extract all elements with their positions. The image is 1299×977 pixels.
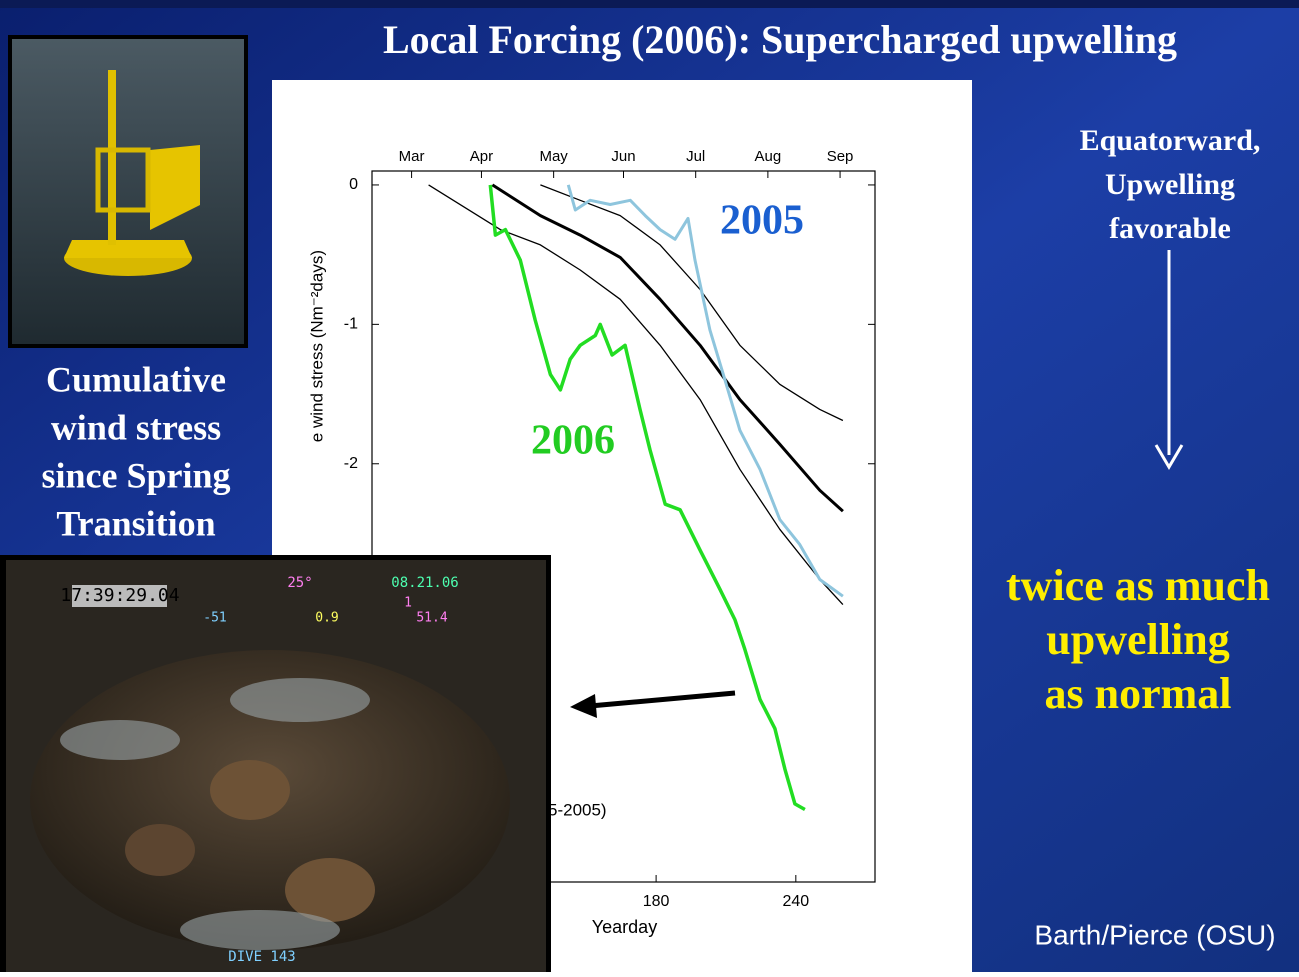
series-line bbox=[566, 184, 844, 598]
x2-tick-label: Sep bbox=[827, 148, 854, 165]
slide-title: Local Forcing (2006): Supercharged upwel… bbox=[383, 17, 1177, 62]
left-caption: Cumulative wind stress since Spring Transit… bbox=[41, 359, 230, 543]
pointer-arrow bbox=[589, 690, 736, 709]
buoy-body bbox=[64, 240, 192, 258]
caption-line: favorable bbox=[1109, 212, 1231, 245]
caption-line: wind stress bbox=[51, 407, 221, 447]
series-label: 2006 bbox=[531, 418, 615, 464]
caption-line: upwelling bbox=[1046, 615, 1229, 664]
caption-line: Upwelling bbox=[1105, 168, 1235, 201]
caption-line: as normal bbox=[1045, 669, 1232, 718]
series-line bbox=[491, 183, 844, 513]
buoy-mast bbox=[108, 70, 116, 245]
seafloor-photo bbox=[0, 555, 551, 972]
y-tick-label: -1 bbox=[344, 316, 358, 333]
top-band bbox=[0, 0, 1299, 8]
overlay-text: 0.9 bbox=[315, 611, 338, 626]
y-axis-label: e wind stress (Nm⁻²days) bbox=[307, 250, 326, 442]
right-top-caption: Equatorward, Upwelling favorable bbox=[1080, 124, 1261, 245]
x2-tick-label: May bbox=[539, 148, 568, 165]
overlay-text: 1 bbox=[404, 596, 412, 611]
caption-line: since Spring bbox=[41, 455, 230, 495]
series-line bbox=[488, 184, 806, 812]
crab bbox=[210, 760, 290, 820]
overlay-text: 08.21.06 bbox=[391, 575, 458, 591]
x-tick-label: 240 bbox=[782, 893, 809, 910]
crab bbox=[125, 824, 195, 876]
plot: 0 -1 -2 180 240 Mar Apr May Jun Jul Aug Sep Yearday e… bbox=[307, 148, 876, 937]
shells bbox=[230, 678, 370, 722]
x2-tick-label: Mar bbox=[399, 148, 425, 165]
x-tick-label: 180 bbox=[643, 893, 670, 910]
buoy-photo bbox=[8, 35, 248, 348]
overlay-text: 25° bbox=[287, 575, 312, 591]
sea bbox=[12, 39, 244, 344]
buoy-frame bbox=[95, 147, 151, 213]
x2-tick-label: Jul bbox=[686, 148, 705, 165]
caption-line: Cumulative bbox=[46, 359, 226, 399]
pointer-arrowhead bbox=[570, 694, 597, 718]
timestamp-box bbox=[72, 585, 167, 607]
overlay-text: 51.4 bbox=[416, 611, 447, 626]
x2-tick-label: Jun bbox=[611, 148, 635, 165]
buoy-vane bbox=[150, 145, 200, 230]
right-bottom-caption: twice as much upwelling as normal bbox=[1006, 561, 1270, 718]
y-tick-label: 0 bbox=[349, 176, 358, 193]
x-axis-label: Yearday bbox=[592, 917, 657, 937]
photo-overlay: 17:39:29.04 25° 08.21.06 -51 0.9 51.4 1 DIVE 14… bbox=[60, 575, 458, 965]
x2-tick-label: Aug bbox=[755, 148, 782, 165]
caption-line: twice as much bbox=[1006, 561, 1270, 610]
y-tick-label: -2 bbox=[344, 455, 358, 472]
crab bbox=[285, 858, 375, 922]
legend-fragment: 5-2005) bbox=[548, 800, 607, 819]
overlay-text: -51 bbox=[203, 611, 226, 626]
credit: Barth/Pierce (OSU) bbox=[1034, 919, 1275, 950]
overlay-text: 17:39:29.04 bbox=[60, 585, 179, 606]
caption-line: Transition bbox=[56, 503, 215, 543]
series-label: 2005 bbox=[720, 198, 804, 244]
x2-tick-label: Apr bbox=[470, 148, 493, 165]
down-arrowhead bbox=[1154, 444, 1184, 470]
shells bbox=[60, 720, 180, 760]
series-line bbox=[428, 184, 844, 606]
caption-line: Equatorward, bbox=[1080, 124, 1261, 157]
overlay-text: DIVE 143 bbox=[228, 949, 295, 965]
shells bbox=[180, 910, 340, 950]
